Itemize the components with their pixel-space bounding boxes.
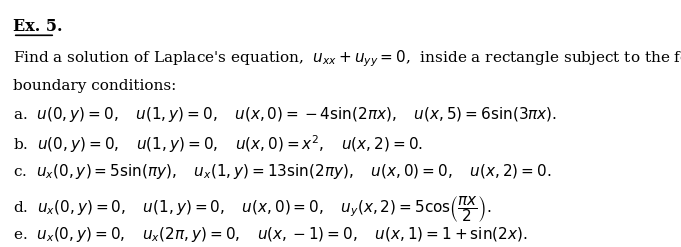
Text: Ex. 5.: Ex. 5. xyxy=(13,18,63,35)
Text: boundary conditions:: boundary conditions: xyxy=(13,79,176,93)
Text: a.  $u(0,y)=0,$   $u(1,y)=0,$   $u(x,0)=-4\sin(2\pi x),$   $u(x,5)=6\sin(3\pi x): a. $u(0,y)=0,$ $u(1,y)=0,$ $u(x,0)=-4\si… xyxy=(13,105,557,124)
Text: e.  $u_x(0,y)=0,$   $u_x(2\pi,y)=0,$   $u(x,-1)=0,$   $u(x,1)=1+\sin(2x).$: e. $u_x(0,y)=0,$ $u_x(2\pi,y)=0,$ $u(x,-… xyxy=(13,225,528,244)
Text: d.  $u_x(0,y)=0,$   $u(1,y)=0,$   $u(x,0)=0,$   $u_y(x,2)=5\cos\!\left(\dfrac{\p: d. $u_x(0,y)=0,$ $u(1,y)=0,$ $u(x,0)=0,$… xyxy=(13,194,491,224)
Text: b.  $u(0,y)=0,$   $u(1,y)=0,$   $u(x,0)=x^2,$   $u(x,2)=0.$: b. $u(0,y)=0,$ $u(1,y)=0,$ $u(x,0)=x^2,$… xyxy=(13,133,423,155)
Text: c.  $u_x(0,y)=5\sin(\pi y),$   $u_x(1,y)=13\sin(2\pi y),$   $u(x,0)=0,$   $u(x,2: c. $u_x(0,y)=5\sin(\pi y),$ $u_x(1,y)=13… xyxy=(13,162,551,181)
Text: Find a solution of Laplace's equation,  $u_{xx}+u_{yy}=0$,  inside a rectangle s: Find a solution of Laplace's equation, $… xyxy=(13,48,681,69)
